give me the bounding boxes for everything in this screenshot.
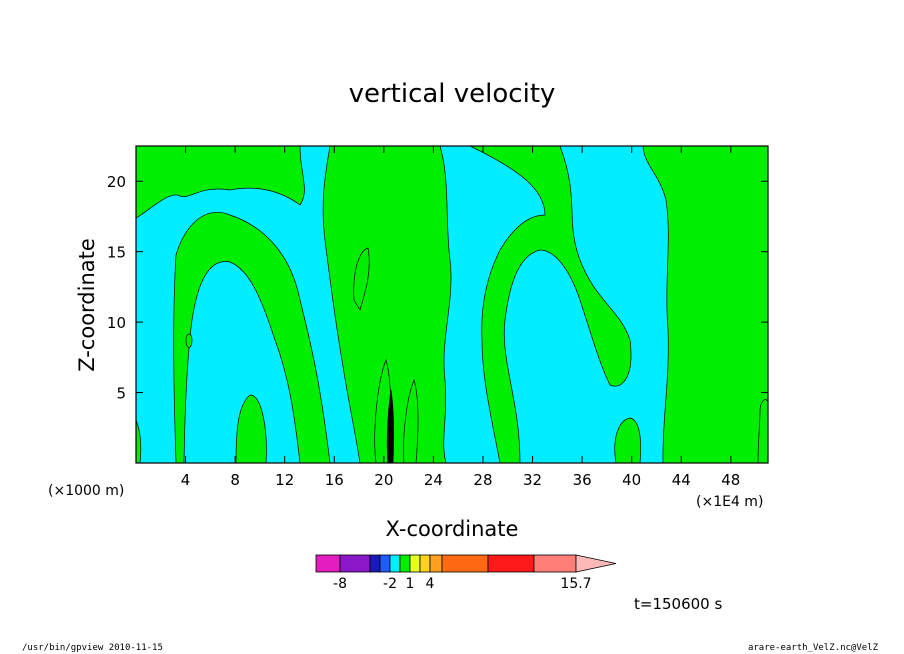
x-tick-label: 20: [374, 471, 393, 489]
y-tick-label: 20: [107, 173, 126, 191]
contour-region: [403, 378, 419, 463]
x-tick-label: 8: [230, 471, 240, 489]
y-axis: 5 10 15 20: [107, 173, 768, 403]
contour-fill-layer: [136, 146, 768, 463]
x-tick-label: 12: [275, 471, 294, 489]
contour-region: [757, 399, 768, 463]
colorbar: -8 -2 1 4 15.7: [315, 554, 617, 592]
colorbar-label: -2: [383, 576, 397, 592]
contour-region: [136, 146, 305, 219]
contour-region: [235, 394, 267, 463]
colorbar-segment: [441, 554, 489, 573]
contour-region: [353, 247, 370, 311]
x-tick-label: 16: [325, 471, 344, 489]
y-tick-label: 5: [116, 385, 126, 403]
updraft-core: [386, 389, 394, 463]
colorbar-label: -8: [333, 576, 347, 592]
x-tick-label: 4: [181, 471, 191, 489]
contour-region: [614, 417, 642, 463]
contour-region: [469, 146, 632, 463]
colorbar-segment: [379, 554, 391, 573]
colorbar-segment: [533, 554, 577, 573]
contour-region: [136, 419, 142, 463]
colorbar-label: 15.7: [560, 576, 591, 592]
contour-region: [185, 333, 193, 348]
contour-region: [642, 146, 768, 463]
chart-title: vertical velocity: [349, 79, 556, 109]
contour-region: [322, 146, 452, 463]
footer-left: /usr/bin/gpview 2010-11-15: [22, 643, 163, 653]
colorbar-segment: [399, 554, 411, 573]
x-tick-label: 40: [622, 471, 641, 489]
time-label: t=150600 s: [634, 595, 722, 613]
plot-area: [136, 146, 768, 463]
x-tick-label: 28: [473, 471, 492, 489]
plot-frame: [135, 145, 769, 464]
colorbar-arrow: [575, 554, 617, 573]
x-tick-label: 32: [523, 471, 542, 489]
colorbar-segment: [419, 554, 431, 573]
x-unit-right: (×1E4 m): [696, 494, 763, 510]
x-tick-label: 36: [573, 471, 592, 489]
colorbar-segment: [487, 554, 535, 573]
colorbar-segment: [315, 554, 341, 573]
footer-right: arare-earth_VelZ.nc@VelZ: [747, 643, 878, 653]
colorbar-segment: [369, 554, 381, 573]
y-tick-label: 10: [107, 314, 126, 332]
colorbar-segment: [339, 554, 371, 573]
x-tick-label: 48: [721, 471, 740, 489]
y-tick-label: 15: [107, 244, 126, 262]
x-axis: 4 8 12 16 20 24 28 32 36 40 44 48: [181, 146, 740, 489]
colorbar-label: 4: [426, 576, 435, 592]
x-axis-label: X-coordinate: [386, 517, 519, 541]
x-tick-label: 24: [424, 471, 443, 489]
x-unit-left: (×1000 m): [48, 483, 124, 499]
y-axis-label: Z-coordinate: [75, 238, 99, 372]
colorbar-label: 1: [406, 576, 415, 592]
colorbar-segment: [429, 554, 443, 573]
colorbar-segment: [409, 554, 421, 573]
x-tick-label: 44: [672, 471, 691, 489]
colorbar-segment: [389, 554, 401, 573]
